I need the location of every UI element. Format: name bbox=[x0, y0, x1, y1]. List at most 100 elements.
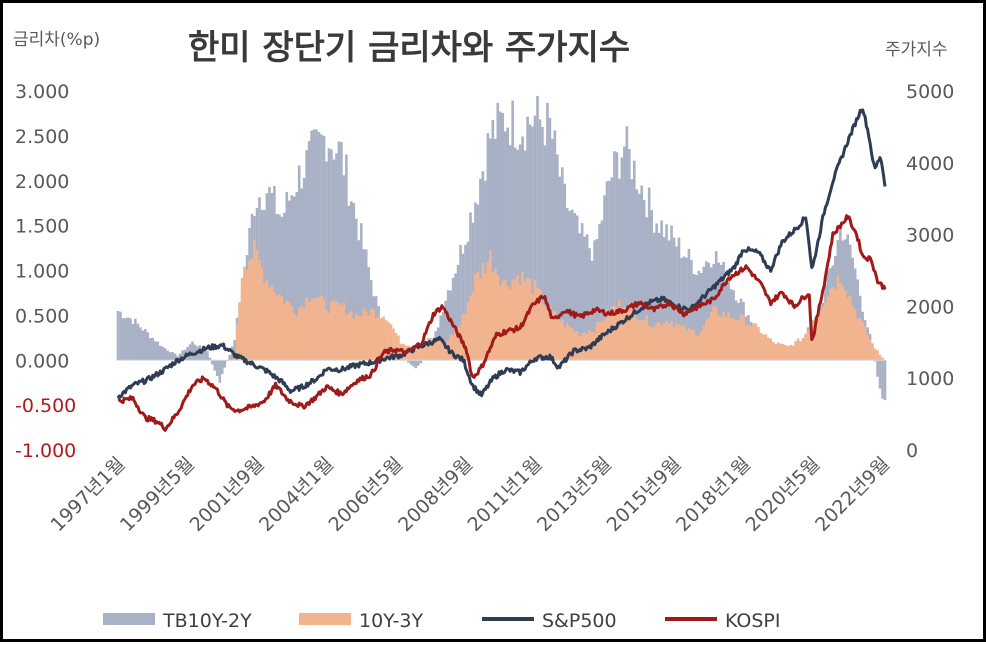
legend-label: TB10Y-2Y bbox=[162, 610, 252, 632]
bar bbox=[839, 283, 842, 360]
right-tick-label: 1000 bbox=[906, 368, 954, 390]
bar bbox=[832, 287, 835, 360]
bar bbox=[717, 315, 720, 360]
bar bbox=[747, 325, 750, 361]
bar bbox=[874, 349, 877, 361]
bar bbox=[645, 315, 648, 360]
bar bbox=[767, 337, 770, 360]
bar bbox=[601, 322, 604, 360]
bar bbox=[725, 317, 728, 360]
bar bbox=[370, 309, 373, 361]
bar bbox=[802, 338, 805, 360]
legend-label: KOSPI bbox=[725, 610, 781, 632]
bar bbox=[712, 305, 715, 360]
bar bbox=[842, 286, 845, 360]
bar bbox=[345, 315, 348, 360]
bar bbox=[251, 259, 254, 361]
bar bbox=[695, 336, 698, 360]
bar bbox=[482, 263, 485, 360]
bar bbox=[142, 330, 145, 360]
bar bbox=[315, 298, 318, 360]
bar bbox=[127, 317, 130, 360]
bar bbox=[343, 303, 346, 361]
bar bbox=[670, 321, 673, 360]
bar bbox=[685, 331, 688, 360]
x-tick-label: 2008년9월 bbox=[394, 453, 477, 536]
bar bbox=[774, 344, 777, 360]
bar bbox=[516, 275, 519, 360]
bar bbox=[846, 297, 849, 360]
bar bbox=[702, 326, 705, 360]
bar bbox=[866, 335, 869, 360]
bar bbox=[159, 346, 162, 360]
bar bbox=[514, 279, 517, 360]
chart-canvas: 한미 장단기 금리차와 주가지수 금리차(%p) 주가지수 3.0002.500… bbox=[3, 3, 986, 645]
bar bbox=[541, 304, 544, 361]
bar bbox=[819, 311, 822, 361]
bar bbox=[293, 314, 296, 361]
bar bbox=[256, 249, 259, 360]
bar bbox=[223, 360, 226, 367]
left-tick-label: 3.000 bbox=[15, 81, 69, 103]
right-tick-label: 5000 bbox=[906, 81, 954, 103]
x-tick-label: 2015년9월 bbox=[603, 453, 686, 536]
bar bbox=[881, 360, 884, 398]
bar bbox=[710, 312, 713, 361]
right-axis-unit: 주가지수 bbox=[885, 40, 948, 60]
bar bbox=[261, 267, 264, 360]
x-tick-label: 2011년1월 bbox=[464, 453, 547, 536]
bar bbox=[737, 320, 740, 360]
bar bbox=[253, 241, 256, 361]
bar bbox=[876, 350, 879, 360]
bar bbox=[504, 280, 507, 360]
bar bbox=[789, 345, 792, 360]
bar bbox=[501, 280, 504, 360]
bar bbox=[499, 285, 502, 360]
bar bbox=[856, 319, 859, 360]
bar bbox=[534, 280, 537, 360]
bar bbox=[834, 289, 837, 360]
bar bbox=[124, 318, 127, 360]
bar bbox=[851, 306, 854, 360]
bar bbox=[206, 351, 209, 360]
bar bbox=[772, 342, 775, 360]
bar bbox=[266, 280, 269, 360]
bar bbox=[608, 314, 611, 360]
legend-swatch bbox=[103, 613, 155, 625]
bar bbox=[273, 292, 276, 361]
bar bbox=[151, 338, 154, 360]
bar bbox=[556, 318, 559, 360]
bar bbox=[276, 296, 279, 361]
x-tick-label: 2006년5월 bbox=[324, 453, 407, 536]
bar bbox=[412, 360, 415, 366]
bar-series-group bbox=[117, 96, 887, 400]
bar bbox=[648, 326, 651, 360]
bar bbox=[884, 360, 887, 400]
bar bbox=[338, 303, 341, 360]
bar bbox=[139, 327, 142, 360]
bar bbox=[137, 324, 140, 361]
x-tick-label: 2018년1월 bbox=[672, 453, 755, 536]
bar bbox=[876, 360, 879, 376]
bar bbox=[668, 324, 671, 360]
bar bbox=[298, 308, 301, 360]
bar bbox=[375, 318, 378, 360]
bar bbox=[472, 292, 475, 360]
bar bbox=[837, 275, 840, 360]
bar bbox=[367, 316, 370, 360]
bar bbox=[263, 283, 266, 360]
bar bbox=[760, 333, 763, 360]
legend-swatch bbox=[299, 613, 351, 625]
x-tick-label: 2004년1월 bbox=[255, 453, 338, 536]
bar bbox=[720, 317, 723, 360]
legend-label: 10Y-3Y bbox=[359, 610, 423, 632]
bar bbox=[678, 324, 681, 360]
bar bbox=[544, 306, 547, 360]
bar bbox=[313, 298, 316, 360]
bar bbox=[770, 339, 773, 361]
left-tick-label: 0.000 bbox=[15, 350, 69, 372]
bar bbox=[511, 280, 514, 361]
bar bbox=[268, 289, 271, 360]
bar bbox=[792, 346, 795, 361]
